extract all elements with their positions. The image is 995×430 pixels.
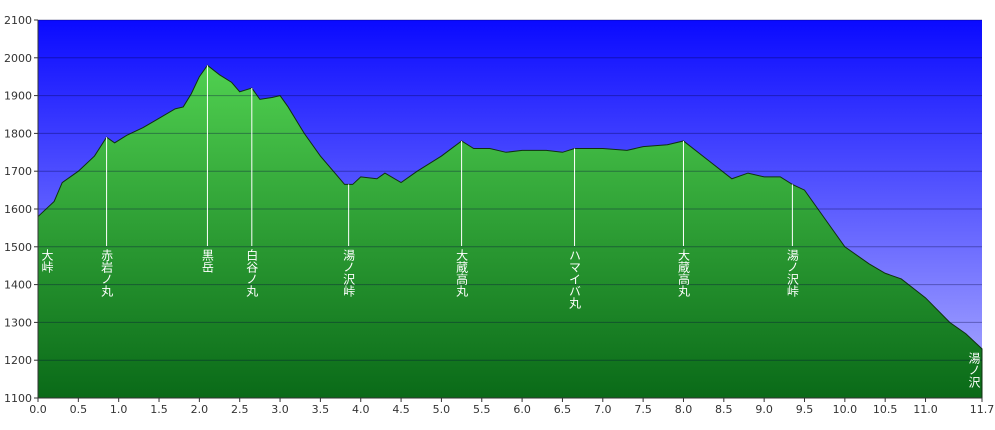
waypoint-label: ハマイバ丸 [568,249,582,310]
y-tick-label: 1200 [4,354,32,367]
x-tick-label: 3.5 [312,403,330,416]
y-tick-label: 1800 [4,127,32,140]
x-tick-label: 7.0 [594,403,612,416]
x-tick-label: 10.5 [873,403,898,416]
x-tick-label: 0.0 [29,403,47,416]
x-tick-label: 11.7 [970,403,995,416]
waypoint-label: 赤岩ノ丸 [100,249,114,298]
waypoint-label: 大蔵高丸 [455,249,469,298]
x-tick-label: 4.0 [352,403,370,416]
y-tick-label: 1900 [4,90,32,103]
waypoint-label: 湯ノ沢 [967,352,981,389]
x-tick-label: 10.0 [833,403,858,416]
x-tick-label: 1.0 [110,403,128,416]
elevation-area [37,64,983,399]
y-tick-label: 2100 [4,14,32,27]
x-tick-label: 4.5 [392,403,410,416]
x-tick-label: 8.0 [675,403,693,416]
y-tick-label: 2000 [4,52,32,65]
x-tick-label: 1.5 [150,403,168,416]
y-tick-label: 1300 [4,316,32,329]
x-tick-label: 2.0 [191,403,209,416]
x-tick-label: 2.5 [231,403,249,416]
x-tick-label: 6.5 [554,403,572,416]
waypoint-label: 湯ノ沢峠 [342,249,356,297]
y-tick-label: 1600 [4,203,32,216]
x-tick-label: 8.5 [715,403,733,416]
y-tick-label: 1700 [4,165,32,178]
x-tick-label: 11.0 [913,403,938,416]
x-tick-label: 6.0 [513,403,531,416]
x-tick-label: 5.0 [433,403,451,416]
x-tick-label: 9.5 [796,403,814,416]
x-tick-label: 0.5 [70,403,88,416]
waypoint-label: 黒岳 [200,249,214,273]
y-tick-label: 1400 [4,279,32,292]
y-tick-label: 1100 [4,392,32,405]
x-tick-label: 5.5 [473,403,491,416]
waypoint-label: 白谷ノ丸 [245,248,259,298]
y-tick-label: 1500 [4,241,32,254]
waypoint-label: 大峠 [40,249,54,273]
x-tick-label: 7.5 [634,403,652,416]
x-tick-label: 3.0 [271,403,289,416]
x-tick-label: 9.0 [755,403,773,416]
waypoint-label: 大蔵高丸 [676,249,690,298]
waypoint-label: 湯ノ沢峠 [785,249,799,297]
